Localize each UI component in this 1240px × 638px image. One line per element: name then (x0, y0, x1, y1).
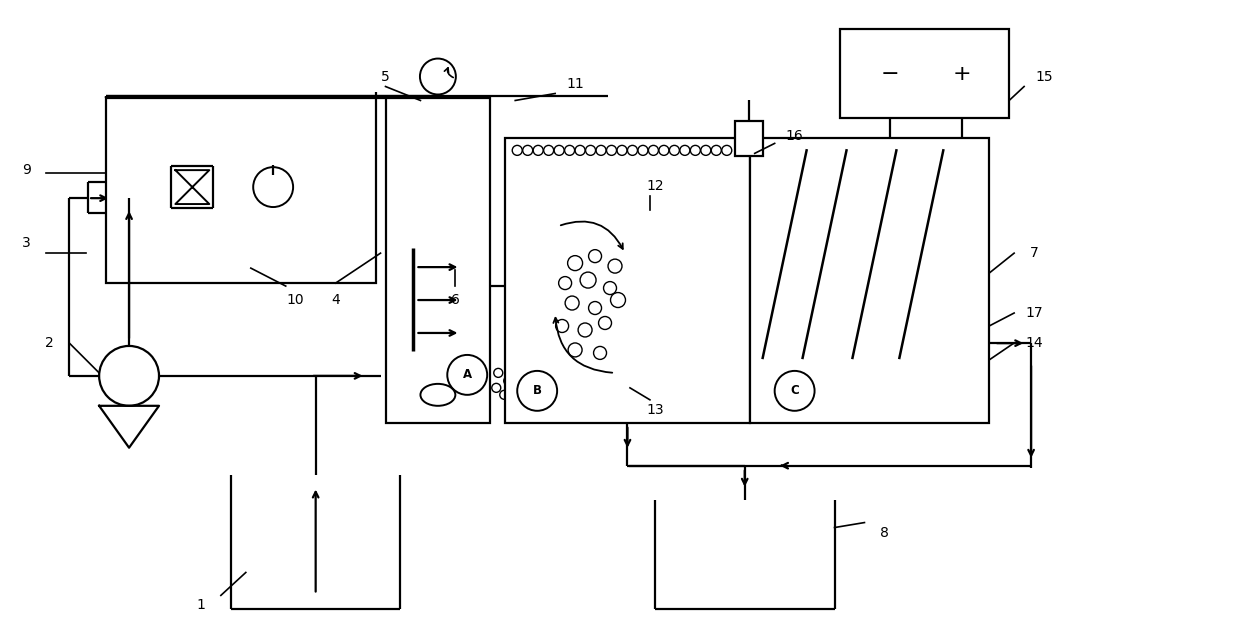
Text: B: B (533, 384, 542, 397)
Text: −: − (882, 64, 900, 84)
Text: C: C (790, 384, 799, 397)
Text: A: A (463, 368, 471, 382)
Text: 10: 10 (286, 293, 305, 307)
Text: +: + (952, 64, 971, 84)
Text: 1: 1 (196, 598, 206, 612)
Text: 2: 2 (45, 336, 53, 350)
Bar (386, 98, 490, 423)
Text: 14: 14 (1025, 336, 1043, 350)
Bar (505, 138, 750, 423)
Text: 13: 13 (646, 403, 663, 417)
Text: 11: 11 (567, 77, 584, 91)
Text: 6: 6 (451, 293, 460, 307)
Text: 9: 9 (22, 163, 31, 177)
Text: 16: 16 (786, 130, 804, 144)
Bar (750, 138, 990, 423)
Text: 4: 4 (331, 293, 340, 307)
Text: 3: 3 (22, 236, 31, 250)
Text: 7: 7 (1029, 246, 1038, 260)
Text: 8: 8 (880, 526, 889, 540)
Text: 15: 15 (1035, 70, 1053, 84)
Text: 12: 12 (646, 179, 663, 193)
Bar (839, 29, 1009, 119)
Bar (735, 121, 763, 156)
Circle shape (99, 346, 159, 406)
Text: 5: 5 (381, 70, 389, 84)
Bar (107, 98, 376, 283)
Text: 17: 17 (1025, 306, 1043, 320)
